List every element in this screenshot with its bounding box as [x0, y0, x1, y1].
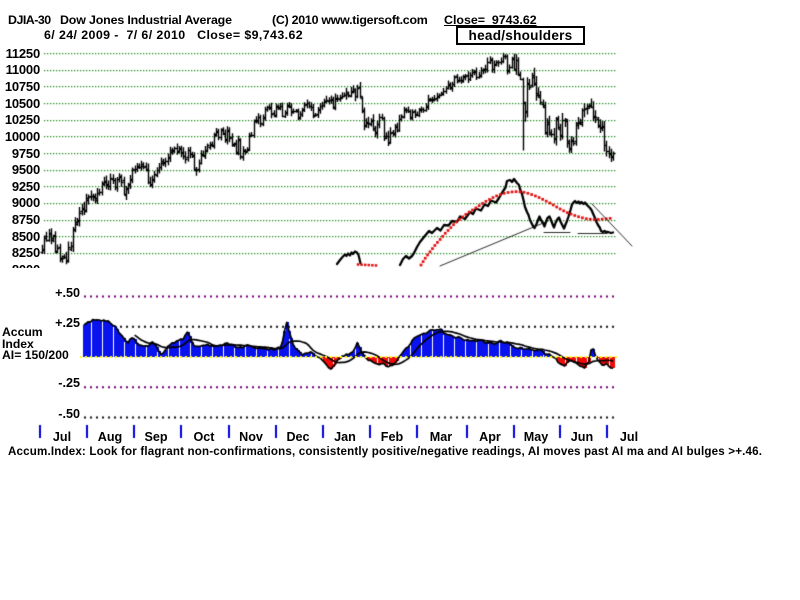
month-label: Feb	[380, 430, 404, 444]
month-label: Nov	[239, 430, 263, 444]
close-value-label: Close= 9743.62	[444, 13, 537, 27]
month-label: Mar	[429, 430, 453, 444]
price-tick-label: 9250	[11, 178, 40, 194]
price-tick-label: 8250	[11, 245, 40, 261]
month-label: Aug	[97, 430, 123, 444]
date-range-label: 6/ 24/ 2009 - 7/ 6/ 2010 Close= $9,743.6…	[44, 28, 304, 42]
accum-tick-label: +.50	[55, 285, 80, 300]
month-label: Oct	[193, 430, 215, 444]
month-label: Apr	[479, 430, 501, 444]
head-shoulders-label: head/shoulders	[468, 28, 573, 43]
month-label: May	[523, 430, 549, 444]
accum-panel-title-line: Accum	[2, 325, 43, 339]
price-tick-label: 9750	[11, 145, 40, 161]
price-tick-label: 10750	[4, 78, 40, 94]
month-label: Dec	[286, 430, 310, 444]
accum-tick-label: -.25	[58, 376, 80, 391]
price-tick-label: 10000	[4, 128, 40, 144]
index-name-label: Dow Jones Industrial Average	[60, 13, 232, 27]
accum-panel-title-line: AI= 150/200	[2, 348, 69, 362]
price-tick-label: 11000	[5, 62, 41, 78]
price-tick-label: 10250	[4, 112, 40, 128]
price-tick-label-cut: 8000	[0, 263, 40, 268]
accum-tick-label: +.25	[55, 315, 80, 330]
month-label: Jul	[619, 430, 639, 444]
accum-panel-title-line: Index	[2, 336, 34, 351]
month-label: Jul	[52, 430, 72, 444]
price-axis-labels: 11250 11000 10750 10500 10250 10000 9750 9500 92…	[0, 0, 42, 268]
month-label: Jun	[570, 430, 594, 444]
month-label: Sep	[144, 430, 168, 444]
head-shoulders-annotation-box: head/shoulders	[456, 26, 585, 45]
month-label: Jan	[334, 430, 356, 444]
price-tick-label: 9500	[11, 162, 40, 178]
price-tick-label: 10500	[4, 95, 40, 111]
accum-index-note: Accum.Index: Look for flagrant non-confi…	[8, 445, 763, 458]
copyright-label: (C) 2010 www.tigersoft.com	[272, 13, 428, 27]
symbol-label: DJIA-30	[8, 13, 51, 27]
price-tick-label: 9000	[11, 195, 40, 211]
accum-tick-label: -.50	[58, 406, 80, 421]
price-tick-label: 11250	[5, 45, 41, 61]
price-tick-label: 8750	[11, 212, 40, 228]
price-tick-label: 8500	[11, 228, 40, 244]
